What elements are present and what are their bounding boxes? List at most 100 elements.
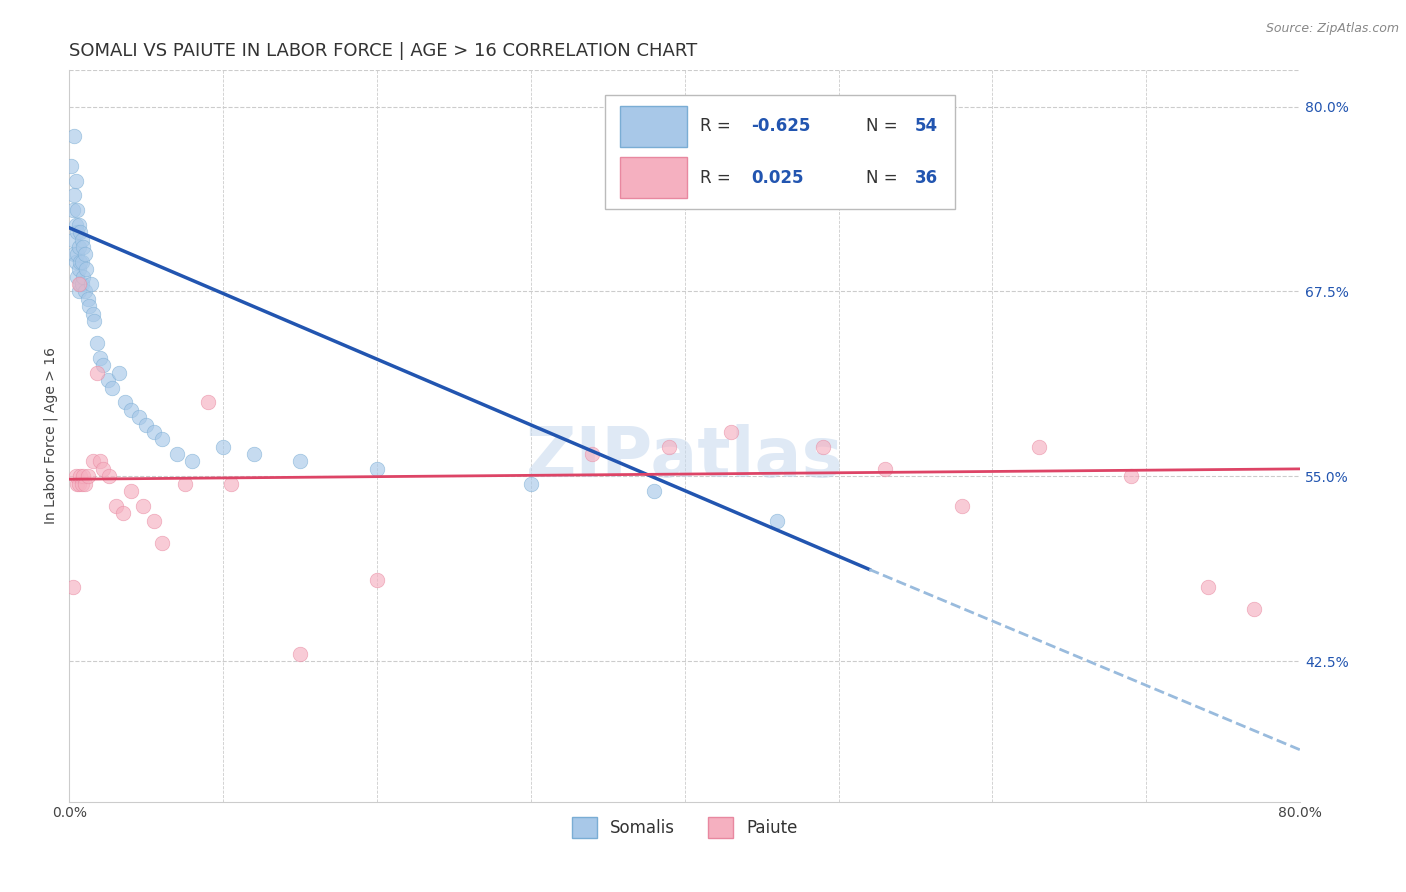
Point: [104, 499, 127, 513]
Point: [181, 454, 204, 468]
Point: [950, 499, 973, 513]
Point: [98, 469, 121, 483]
Point: [80, 277, 103, 291]
Point: [70, 476, 93, 491]
Text: SOMALI VS PAIUTE IN LABOR FORCE | AGE > 16 CORRELATION CHART: SOMALI VS PAIUTE IN LABOR FORCE | AGE > …: [69, 42, 697, 60]
Point: [65, 469, 87, 483]
Point: [82, 307, 104, 321]
Y-axis label: In Labor Force | Age > 16: In Labor Force | Age > 16: [44, 347, 58, 524]
Point: [59, 159, 82, 173]
Point: [73, 476, 96, 491]
Point: [62, 203, 84, 218]
Point: [91, 359, 114, 373]
Legend: Somalis, Paiute: Somalis, Paiute: [565, 811, 804, 845]
Point: [69, 225, 91, 239]
Point: [1243, 602, 1265, 616]
Point: [114, 395, 136, 409]
Point: [70, 255, 93, 269]
Point: [67, 285, 90, 299]
Point: [69, 255, 91, 269]
Text: 54: 54: [915, 118, 938, 136]
Point: [520, 476, 543, 491]
Point: [173, 476, 195, 491]
Text: R =: R =: [700, 118, 735, 136]
Point: [219, 476, 242, 491]
Point: [69, 277, 91, 291]
Point: [197, 395, 219, 409]
Point: [77, 469, 100, 483]
Point: [69, 469, 91, 483]
Point: [67, 262, 90, 277]
Point: [150, 432, 173, 446]
Point: [720, 425, 742, 439]
Point: [166, 447, 188, 461]
Point: [143, 425, 166, 439]
Point: [86, 366, 108, 380]
Point: [243, 447, 266, 461]
Point: [66, 203, 89, 218]
Point: [66, 225, 89, 239]
Text: 0.025: 0.025: [751, 169, 804, 186]
Point: [135, 417, 157, 432]
Point: [72, 240, 94, 254]
Point: [66, 269, 89, 284]
Point: [366, 573, 388, 587]
Point: [73, 247, 96, 261]
Point: [63, 247, 86, 261]
Point: [62, 233, 84, 247]
Point: [65, 173, 87, 187]
Point: [97, 373, 120, 387]
Point: [112, 506, 135, 520]
Point: [128, 410, 150, 425]
Point: [72, 269, 94, 284]
Point: [66, 476, 89, 491]
Point: [581, 447, 603, 461]
Point: [77, 292, 100, 306]
Point: [143, 514, 166, 528]
Point: [67, 277, 90, 291]
Point: [83, 314, 105, 328]
Point: [643, 484, 665, 499]
Bar: [620, 157, 688, 198]
Bar: [620, 106, 688, 146]
Point: [67, 218, 90, 232]
Point: [89, 351, 111, 365]
Text: N =: N =: [866, 169, 903, 186]
Point: [63, 188, 86, 202]
Point: [65, 218, 87, 232]
Point: [1119, 469, 1142, 483]
Text: R =: R =: [700, 169, 735, 186]
Point: [63, 129, 86, 144]
Point: [107, 366, 129, 380]
Point: [132, 499, 155, 513]
Point: [150, 536, 173, 550]
Point: [120, 484, 142, 499]
Point: [212, 440, 235, 454]
Point: [873, 462, 896, 476]
Text: 36: 36: [915, 169, 938, 186]
Point: [366, 462, 388, 476]
Point: [72, 469, 94, 483]
Text: ZIPatlas: ZIPatlas: [526, 424, 844, 491]
Text: Source: ZipAtlas.com: Source: ZipAtlas.com: [1265, 22, 1399, 36]
Point: [1028, 440, 1050, 454]
Point: [288, 647, 311, 661]
Point: [658, 440, 681, 454]
Point: [82, 454, 104, 468]
Point: [1197, 580, 1219, 594]
Point: [75, 262, 97, 277]
Point: [89, 454, 111, 468]
Point: [288, 454, 311, 468]
Point: [62, 580, 84, 594]
Point: [101, 380, 124, 394]
Point: [120, 402, 142, 417]
Point: [73, 285, 96, 299]
Point: [65, 255, 87, 269]
Point: [70, 233, 93, 247]
Point: [67, 240, 90, 254]
Point: [91, 462, 114, 476]
Point: [67, 476, 90, 491]
Point: [70, 277, 93, 291]
Text: -0.625: -0.625: [751, 118, 811, 136]
Point: [66, 247, 89, 261]
